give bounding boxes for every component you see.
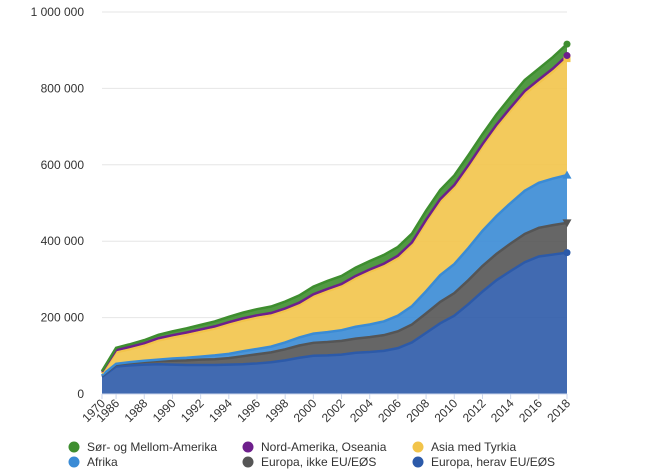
area-series-3 — [102, 58, 567, 376]
y-tick-label: 0 — [77, 387, 84, 401]
legend-label: Sør- og Mellom-Amerika — [87, 440, 217, 454]
x-tick-label: 2004 — [347, 396, 376, 425]
x-tick-label: 2006 — [375, 396, 404, 425]
x-tick-label: 2016 — [516, 396, 545, 425]
y-axis: 0 200 000 400 000 600 000 800 000 1 000 000 — [31, 5, 85, 401]
legend-label: Europa, herav EU/EØS — [431, 455, 555, 469]
legend-item[interactable]: Afrika — [68, 455, 119, 469]
legend-item[interactable]: Sør- og Mellom-Amerika — [68, 440, 218, 454]
legend-swatch — [68, 456, 80, 468]
legend-label: Asia med Tyrkia — [431, 440, 516, 454]
x-tick-label: 2002 — [319, 396, 348, 425]
end-marker-series-5 — [563, 40, 571, 48]
y-tick-label: 1 000 000 — [31, 5, 85, 19]
line-series-0 — [101, 251, 568, 378]
series-end-markers — [562, 40, 572, 257]
line-series-4 — [100, 54, 568, 373]
legend-label: Afrika — [87, 455, 118, 469]
end-marker-series-2 — [562, 170, 572, 179]
end-marker-series-0 — [563, 249, 571, 257]
x-tick-label: 1996 — [234, 396, 263, 425]
legend-swatch — [242, 456, 254, 468]
x-tick-label: 2012 — [460, 396, 489, 425]
x-tick-label: 2000 — [291, 396, 320, 425]
x-tick-label: 2010 — [432, 396, 461, 425]
x-tick-label: 1992 — [178, 396, 207, 425]
legend-item[interactable]: Europa, herav EU/EØS — [412, 455, 556, 469]
end-marker-series-4 — [563, 52, 571, 60]
legend-item[interactable]: Nord-Amerika, Oseania — [242, 440, 387, 454]
y-tick-label: 200 000 — [41, 311, 85, 325]
y-tick-label: 800 000 — [41, 81, 85, 95]
series-lines — [100, 43, 568, 378]
legend-swatch — [412, 441, 424, 453]
legend-swatch — [68, 441, 80, 453]
x-tick-label: 1988 — [122, 396, 151, 425]
y-tick-label: 400 000 — [41, 234, 85, 248]
legend-label: Nord-Amerika, Oseania — [261, 440, 387, 454]
legend-swatch — [242, 441, 254, 453]
x-tick-label: 1998 — [263, 396, 292, 425]
end-marker-series-1 — [562, 219, 572, 228]
area-series-0 — [102, 252, 567, 394]
legend[interactable]: Sør- og Mellom-Amerika Nord-Amerika, Osea… — [68, 440, 556, 469]
x-tick-label: 1990 — [150, 396, 179, 425]
line-series-5 — [100, 43, 568, 372]
x-tick-label: 2008 — [403, 396, 432, 425]
y-tick-label: 600 000 — [41, 158, 85, 172]
legend-item[interactable]: Europa, ikke EU/EØS — [242, 455, 377, 469]
x-tick-label: 2018 — [544, 396, 573, 425]
legend-label: Europa, ikke EU/EØS — [261, 455, 376, 469]
line-series-1 — [101, 221, 568, 377]
legend-item[interactable]: Asia med Tyrkia — [412, 440, 517, 454]
line-series-3 — [100, 57, 568, 375]
legend-swatch — [412, 456, 424, 468]
x-tick-label: 2014 — [488, 396, 517, 425]
x-tick-label: 1994 — [206, 396, 235, 425]
line-series-2 — [101, 173, 568, 377]
